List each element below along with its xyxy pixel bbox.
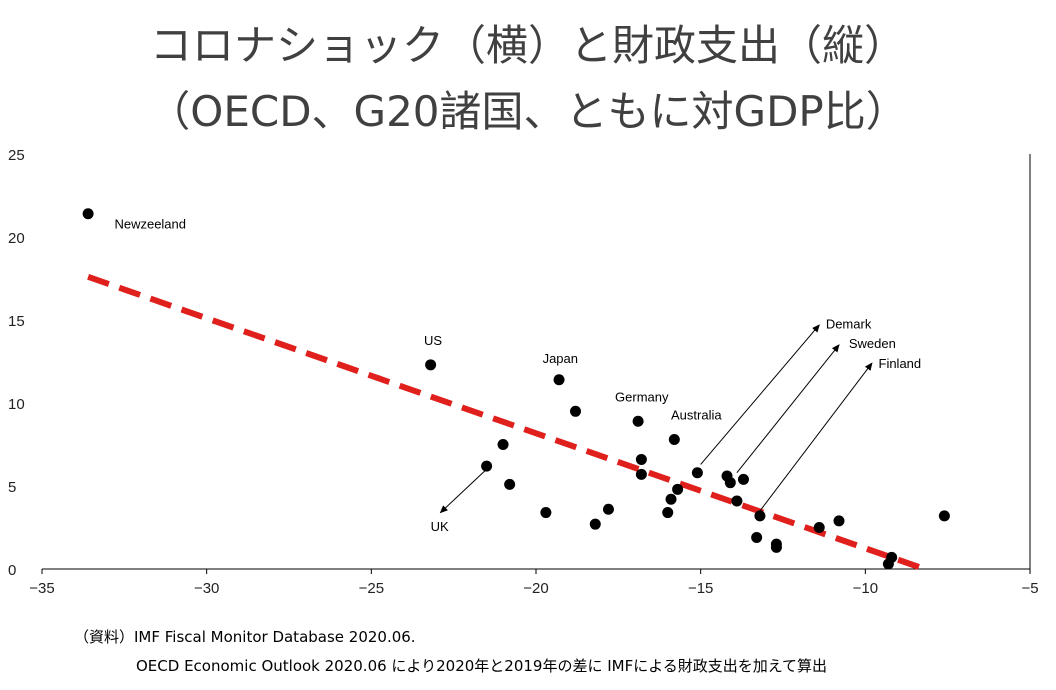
data-points <box>82 208 950 570</box>
x-tick-label: −20 <box>523 580 548 597</box>
data-point <box>691 467 703 479</box>
data-point <box>540 507 552 519</box>
chart-title-line1: コロナショック（横）と財政支出（縦） <box>149 21 906 70</box>
data-point <box>731 495 743 507</box>
point-label: Finland <box>879 356 922 371</box>
source-note-line2: OECD Economic Outlook 2020.06 により2020年と2… <box>136 657 828 675</box>
annotation-arrow <box>759 362 873 512</box>
x-tick-label: −10 <box>853 580 878 597</box>
y-tick-label: 25 <box>8 147 25 164</box>
point-label: Newzeeland <box>114 217 186 232</box>
data-point <box>635 453 647 465</box>
data-point <box>589 518 601 530</box>
x-tick-labels: −35 −30 −25 −20 −15 −10 −5 <box>29 569 1039 597</box>
point-label: Japan <box>543 351 578 366</box>
trendline-group <box>87 274 926 572</box>
x-tick-label: −5 <box>1021 580 1038 597</box>
chart-title-line2: （OECD、G20諸国、ともに対GDP比） <box>148 87 908 136</box>
data-point <box>602 503 614 515</box>
y-tick-label: 15 <box>8 313 25 330</box>
y-tick-label: 0 <box>8 562 16 579</box>
data-point <box>425 359 437 371</box>
data-point <box>770 541 782 553</box>
point-label: Demark <box>826 316 872 331</box>
data-point <box>497 439 509 450</box>
data-point <box>737 473 749 485</box>
annotation-arrow <box>439 465 491 514</box>
point-label: Australia <box>671 408 722 423</box>
data-point <box>668 434 680 446</box>
annotation-arrow <box>700 324 820 465</box>
x-tick-label: −15 <box>688 580 713 597</box>
y-tick-label: 20 <box>8 230 25 247</box>
arrow-annotations <box>439 324 873 514</box>
x-tick-label: −25 <box>359 580 384 597</box>
source-note-line1: （資料）IMF Fiscal Monitor Database 2020.06. <box>74 628 416 646</box>
data-point <box>665 493 677 505</box>
x-tick-label: −35 <box>29 580 54 597</box>
trendline <box>87 274 926 572</box>
data-point <box>553 374 565 386</box>
data-point <box>724 477 736 489</box>
data-point <box>632 415 644 427</box>
data-point <box>938 510 950 522</box>
point-label: US <box>424 333 442 348</box>
data-point <box>833 515 845 527</box>
data-point <box>635 468 647 480</box>
data-point <box>82 208 94 220</box>
data-point <box>751 531 763 543</box>
data-point <box>662 507 674 519</box>
y-tick-labels: 0 5 10 15 20 25 <box>8 147 25 579</box>
data-point <box>481 460 493 472</box>
y-tick-label: 5 <box>8 479 16 496</box>
point-label: UK <box>431 519 449 534</box>
data-point <box>672 483 684 495</box>
data-point <box>504 478 516 490</box>
point-label: Germany <box>615 389 669 404</box>
data-point <box>754 510 766 522</box>
y-tick-label: 10 <box>8 396 25 413</box>
annotation-arrow <box>736 344 840 474</box>
data-point <box>570 405 582 417</box>
point-label: Sweden <box>849 336 896 351</box>
data-point <box>882 558 894 570</box>
x-tick-label: −30 <box>194 580 219 597</box>
data-point <box>813 522 825 533</box>
